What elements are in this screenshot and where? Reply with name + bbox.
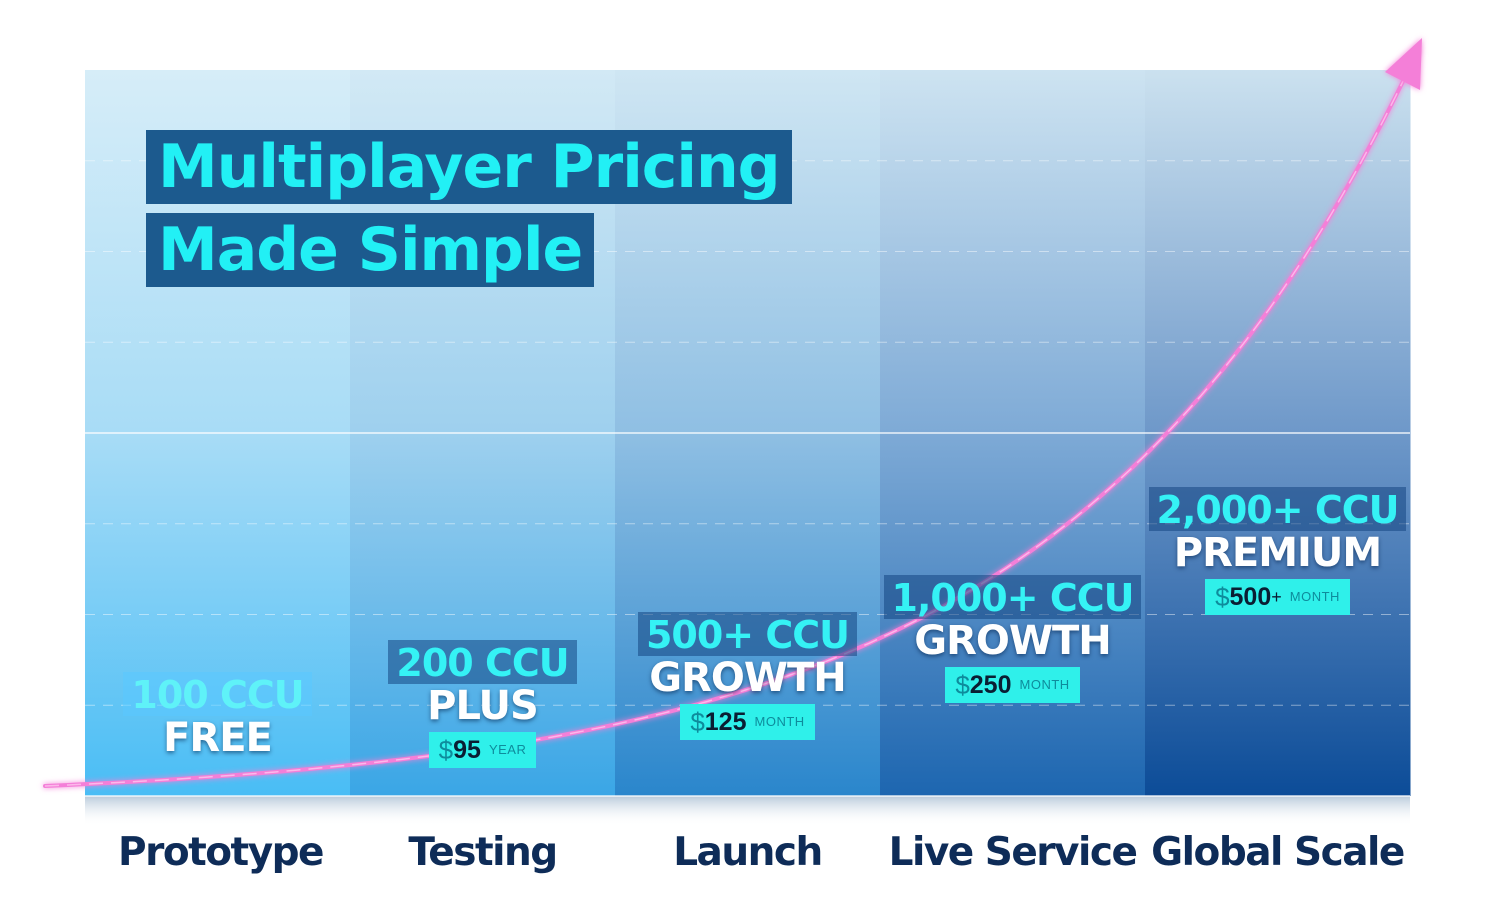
chart-title-line-2: Made Simple [146, 213, 595, 287]
tier-plan: GROWTH [914, 618, 1112, 664]
price-badge: $125 MONTH [680, 704, 815, 740]
price-amount: 500 [1229, 583, 1272, 611]
tier-ccu: 2,000+ CCU [1148, 487, 1407, 531]
price-period: MONTH [754, 714, 805, 729]
price-amount: 125 [704, 708, 747, 736]
trend-curve-highlight [44, 49, 1419, 787]
dollar-sign: $ [438, 735, 454, 765]
arrow-head-icon [1385, 38, 1422, 90]
price-period: MONTH [1019, 677, 1070, 692]
category-label-prototype: Prototype [118, 830, 324, 875]
price-plus: + [1271, 587, 1282, 607]
price-badge: $250 MONTH [945, 667, 1080, 703]
category-label-live-service: Live Service [888, 830, 1138, 875]
tier-ccu: 500+ CCU [637, 612, 858, 656]
price-badge: $500+ MONTH [1205, 579, 1350, 615]
tier-card-launch: 500+ CCU GROWTH $125 MONTH [615, 612, 880, 740]
price-period: YEAR [488, 742, 527, 757]
price-badge: $95 YEAR [428, 732, 537, 768]
tier-ccu: 100 CCU [123, 672, 312, 716]
price-period: MONTH [1289, 589, 1340, 604]
category-label-launch: Launch [673, 830, 823, 875]
tier-plan: PLUS [427, 683, 539, 729]
category-label-global-scale: Global Scale [1151, 830, 1405, 875]
dollar-sign: $ [1215, 582, 1230, 612]
price-amount: 250 [969, 671, 1012, 699]
category-label-testing: Testing [408, 830, 558, 875]
tier-card-live-service: 1,000+ CCU GROWTH $250 MONTH [880, 575, 1145, 703]
price-amount: 95 [453, 736, 481, 764]
dollar-sign: $ [955, 670, 970, 700]
dollar-sign: $ [690, 707, 705, 737]
floor-band [85, 796, 1410, 826]
tier-card-prototype: 100 CCU FREE [85, 672, 350, 760]
tier-ccu: 1,000+ CCU [883, 575, 1142, 619]
tier-card-global-scale: 2,000+ CCU PREMIUM $500+ MONTH [1145, 487, 1410, 615]
tier-ccu: 200 CCU [388, 640, 577, 684]
tier-plan: GROWTH [649, 655, 847, 701]
tier-plan: PREMIUM [1173, 530, 1382, 576]
tier-plan: FREE [163, 715, 273, 761]
tier-card-testing: 200 CCU PLUS $95 YEAR [350, 640, 615, 768]
chart-title-line-1: Multiplayer Pricing [146, 130, 792, 204]
